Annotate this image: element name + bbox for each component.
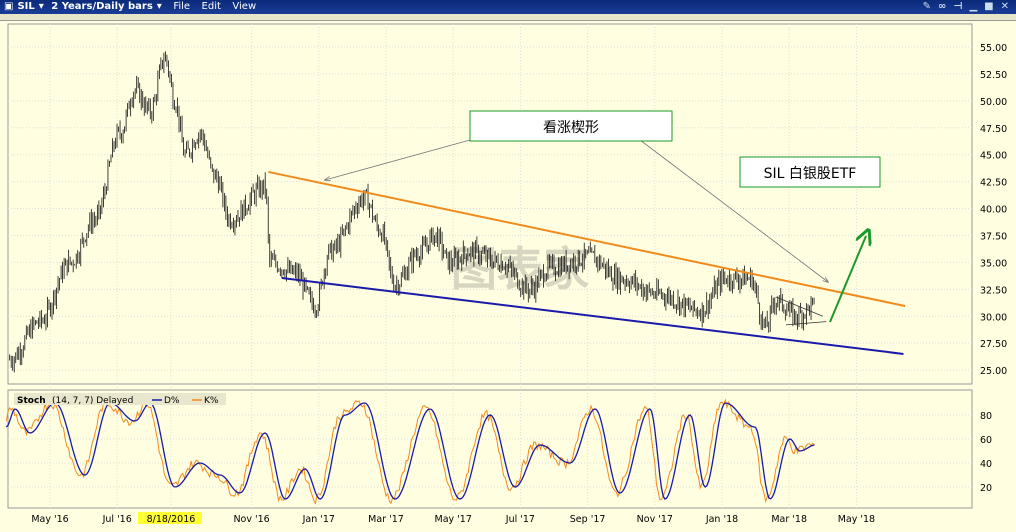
stoch-d-line — [5, 402, 815, 500]
pin-icon[interactable]: ⊣ — [953, 1, 966, 12]
watermark: 图表家 — [451, 242, 589, 296]
price-tick-label: 27.50 — [980, 339, 1007, 350]
x-tick-label: Jul '16 — [102, 514, 132, 525]
stoch-panel — [7, 389, 973, 509]
trendline-small-wedge-top — [775, 296, 823, 317]
x-tick-label: Nov '17 — [637, 514, 673, 525]
close-icon[interactable]: ✕ — [1000, 1, 1012, 12]
stoch-k-line — [5, 397, 815, 505]
price-tick-label: 42.50 — [980, 178, 1007, 189]
x-tick-label: Mar '17 — [368, 514, 404, 525]
stoch-tick-label: 20 — [980, 483, 992, 494]
ticker-label: SIL 白银股ETF — [764, 166, 857, 182]
app-icon: ▣ — [4, 1, 14, 12]
x-tick-label: Sep '17 — [570, 514, 606, 525]
breakout-arrow — [829, 236, 866, 323]
legend-d[interactable]: D% — [164, 396, 180, 406]
price-tick-label: 25.00 — [980, 366, 1007, 377]
chart-svg[interactable]: 55.00 52.50 50.00 47.50 45.00 42.50 40.00 37.50… — [0, 20, 1016, 532]
x-tick-label: Jan '17 — [302, 514, 335, 525]
pointer-arrow-left — [325, 139, 471, 180]
x-tick-label: 8/18/2016 — [147, 514, 196, 525]
price-tick-label: 45.00 — [980, 151, 1007, 162]
stoch-legend-bg — [14, 393, 226, 405]
minimize-icon[interactable]: ▁ — [969, 1, 981, 12]
wrench-icon[interactable]: ✎ — [922, 1, 934, 12]
menu-file[interactable]: File — [173, 1, 191, 12]
trendline-resistance — [268, 170, 906, 307]
price-tick-label: 32.50 — [980, 285, 1007, 296]
x-tick-label: May '18 — [838, 514, 875, 525]
price-tick-label: 30.00 — [980, 312, 1007, 323]
price-tick-label: 37.50 — [980, 231, 1007, 242]
x-tick-label: Nov '16 — [233, 514, 269, 525]
price-tick-label: 50.00 — [980, 97, 1007, 108]
stoch-params[interactable]: (14, 7, 7) Delayed — [52, 396, 133, 406]
menu-edit[interactable]: Edit — [201, 1, 221, 12]
wedge-label: 看涨楔形 — [543, 120, 599, 136]
link-icon[interactable]: ∞ — [937, 1, 950, 12]
trendline-support — [281, 277, 904, 355]
stoch-tick-label: 60 — [980, 435, 992, 446]
x-tick-label: Mar '18 — [771, 514, 807, 525]
price-tick-label: 55.00 — [980, 43, 1007, 54]
title-bar: ▣ SIL ▾ 2 Years/Daily bars ▾ File Edit View… — [0, 0, 1016, 14]
x-tick-label: May '17 — [435, 514, 472, 525]
price-tick-label: 40.00 — [980, 205, 1007, 216]
toolbar — [0, 14, 1016, 21]
stoch-tick-label: 40 — [980, 459, 992, 470]
legend-k[interactable]: K% — [204, 396, 219, 406]
menu-view[interactable]: View — [232, 1, 257, 12]
stoch-tick-label: 80 — [980, 411, 992, 422]
price-tick-label: 35.00 — [980, 258, 1007, 269]
price-tick-label: 47.50 — [980, 124, 1007, 135]
maximize-icon[interactable]: ■ — [984, 1, 997, 12]
price-panel — [7, 23, 973, 385]
wedge-label-box — [469, 110, 673, 142]
symbol-dropdown[interactable]: SIL — [17, 1, 35, 12]
pointer-arrow-right — [639, 139, 828, 282]
ticker-label-box — [739, 156, 881, 188]
trendline-small-wedge-bottom — [785, 321, 827, 326]
price-tick-label: 52.50 — [980, 70, 1007, 81]
date-highlight — [137, 512, 202, 524]
x-tick-label: Jul '17 — [505, 514, 535, 525]
x-tick-label: May '16 — [31, 514, 68, 525]
timeframe-dropdown[interactable]: 2 Years/Daily bars — [51, 1, 153, 12]
x-tick-label: Jan '18 — [705, 514, 738, 525]
stoch-title: Stoch — [17, 396, 46, 406]
